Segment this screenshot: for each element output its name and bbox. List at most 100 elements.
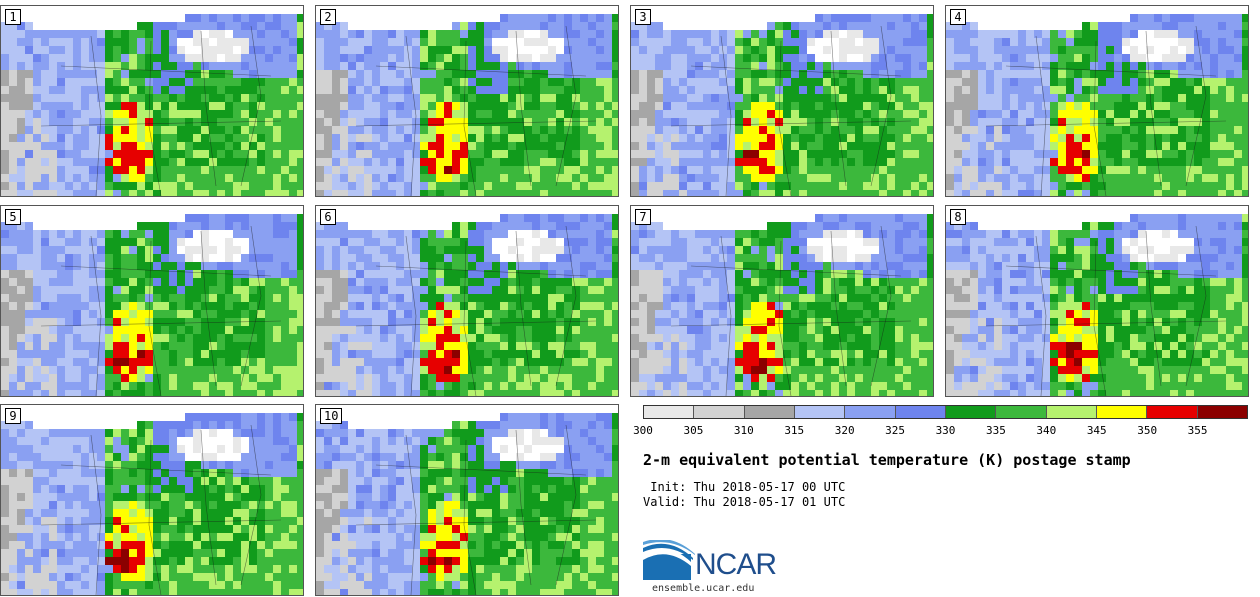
field-cell (137, 326, 145, 334)
field-cell (121, 22, 129, 30)
field-cell (1042, 190, 1050, 196)
field-cell (65, 358, 73, 366)
field-cell (332, 38, 340, 46)
field-cell (540, 182, 548, 190)
field-cell (564, 182, 572, 190)
field-cell (65, 310, 73, 318)
field-cell (484, 86, 492, 94)
field-cell (332, 166, 340, 174)
field-cell (420, 86, 428, 94)
field-cell (759, 30, 767, 38)
field-cell (161, 390, 169, 396)
field-cell (791, 142, 799, 150)
field-cell (364, 222, 372, 230)
field-cell (468, 214, 476, 222)
field-cell (855, 142, 863, 150)
field-cell (919, 174, 927, 182)
field-cell (855, 38, 863, 46)
field-cell (946, 46, 954, 54)
field-cell (225, 6, 233, 14)
field-cell (954, 190, 962, 196)
field-cell (1170, 142, 1178, 150)
field-cell (364, 38, 372, 46)
field-cell (476, 14, 484, 22)
field-cell (927, 174, 933, 182)
field-cell (281, 310, 289, 318)
field-cell (49, 86, 57, 94)
field-cell (105, 134, 113, 142)
field-cell (548, 102, 556, 110)
field-cell (564, 78, 572, 86)
field-cell (297, 286, 303, 294)
field-cell (281, 142, 289, 150)
field-cell (767, 166, 775, 174)
field-cell (89, 294, 97, 302)
field-cell (153, 126, 161, 134)
field-cell (1234, 118, 1242, 126)
field-cell (257, 110, 265, 118)
field-cell (113, 6, 121, 14)
field-cell (105, 278, 113, 286)
field-cell (121, 270, 129, 278)
field-cell (687, 182, 695, 190)
field-cell (735, 54, 743, 62)
field-cell (831, 150, 839, 158)
field-cell (532, 38, 540, 46)
field-cell (1194, 94, 1202, 102)
boundary-line (200, 30, 217, 187)
field-cell (49, 142, 57, 150)
field-cell (1178, 54, 1186, 62)
field-cell (911, 94, 919, 102)
field-cell (863, 158, 871, 166)
field-cell (1114, 182, 1122, 190)
field-cell (452, 22, 460, 30)
field-cell (743, 174, 751, 182)
field-cell (113, 206, 121, 214)
field-cell (380, 22, 388, 30)
field-cell (919, 94, 927, 102)
field-cell (823, 22, 831, 30)
field-cell (1210, 6, 1218, 14)
field-cell (396, 22, 404, 30)
field-cell (388, 150, 396, 158)
field-cell (1226, 126, 1234, 134)
field-cell (428, 62, 436, 70)
field-cell (655, 190, 663, 196)
field-cell (273, 86, 281, 94)
field-cell (1010, 6, 1018, 14)
field-cell (508, 182, 516, 190)
field-cell (604, 238, 612, 246)
field-cell (500, 206, 508, 214)
field-cell (516, 6, 524, 14)
field-cell (33, 126, 41, 134)
field-cell (404, 78, 412, 86)
field-cell (105, 350, 113, 358)
field-cell (348, 126, 356, 134)
field-cell (604, 134, 612, 142)
field-cell (946, 190, 954, 196)
field-cell (145, 374, 153, 382)
field-cell (372, 110, 380, 118)
field-cell (1018, 22, 1026, 30)
field-cell (209, 6, 217, 14)
field-cell (273, 206, 281, 214)
field-cell (257, 46, 265, 54)
field-cell (145, 94, 153, 102)
field-cell (1002, 174, 1010, 182)
field-cell (169, 22, 177, 30)
field-cell (855, 126, 863, 134)
field-cell (839, 54, 847, 62)
field-cell (316, 46, 324, 54)
field-cell (1138, 62, 1146, 70)
field-cell (743, 70, 751, 78)
field-cell (265, 62, 273, 70)
field-cell (137, 342, 145, 350)
field-cell (121, 94, 129, 102)
boundary-line (778, 40, 792, 196)
field-cell (177, 142, 185, 150)
field-cell (420, 38, 428, 46)
field-cell (1122, 30, 1130, 38)
field-cell (185, 38, 193, 46)
field-cell (137, 350, 145, 358)
field-cell (17, 22, 25, 30)
